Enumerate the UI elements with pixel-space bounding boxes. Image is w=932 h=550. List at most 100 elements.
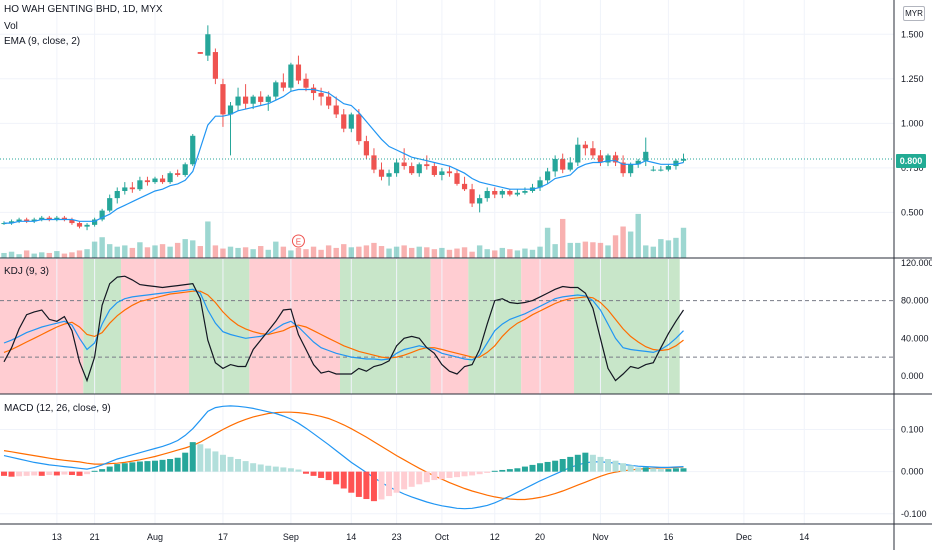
price-axis-label: 1.000 bbox=[901, 118, 924, 128]
volume-bar bbox=[69, 252, 75, 258]
macd-histogram-bar bbox=[174, 457, 181, 472]
macd-histogram-bar bbox=[552, 460, 559, 472]
kdj-axis-label: 80.000 bbox=[901, 296, 929, 306]
currency-button[interactable]: MYR bbox=[903, 6, 925, 21]
candle-body bbox=[386, 173, 392, 177]
macd-histogram-bar bbox=[23, 471, 30, 476]
time-axis-label: 14 bbox=[346, 532, 356, 542]
candle-body bbox=[46, 217, 52, 220]
macd-histogram-bar bbox=[635, 467, 642, 472]
macd-histogram-bar bbox=[272, 466, 279, 472]
candle-body bbox=[114, 191, 120, 199]
macd-histogram-bar bbox=[46, 471, 53, 476]
candle-body bbox=[212, 52, 218, 79]
volume-bar bbox=[627, 231, 634, 258]
ema-legend[interactable]: EMA (9, close, 2) bbox=[4, 36, 81, 47]
macd-histogram-bar bbox=[393, 471, 400, 493]
macd-histogram-bar bbox=[597, 456, 604, 472]
macd-histogram-bar bbox=[287, 468, 294, 472]
volume-bar bbox=[507, 249, 513, 258]
macd-histogram-bar bbox=[484, 471, 491, 473]
indicator-lines-layer bbox=[0, 88, 894, 510]
earnings-marker-label: E bbox=[296, 238, 301, 247]
volume-bar bbox=[212, 245, 219, 258]
volume-bar bbox=[393, 246, 400, 258]
volume-bar bbox=[605, 245, 611, 258]
macd-histogram-bar bbox=[76, 471, 83, 476]
volume-bar bbox=[439, 247, 445, 258]
macd-histogram-bar bbox=[152, 460, 158, 472]
candle-body bbox=[235, 96, 241, 106]
volume-bar bbox=[378, 246, 385, 258]
candle-body bbox=[409, 166, 415, 174]
time-axis-label: Oct bbox=[435, 532, 450, 542]
macd-histogram-bar bbox=[189, 442, 196, 472]
candle-body bbox=[250, 96, 256, 104]
time-axis-label: 17 bbox=[218, 532, 228, 542]
candle-body bbox=[446, 171, 453, 174]
candle-body bbox=[643, 151, 649, 161]
volume-bar bbox=[529, 249, 536, 258]
volume-bar bbox=[499, 247, 505, 258]
time-axis-label: 12 bbox=[490, 532, 500, 542]
volume-bar bbox=[484, 249, 490, 258]
candle-body bbox=[31, 219, 37, 222]
macd-histogram-bar bbox=[559, 459, 566, 472]
candle-body bbox=[122, 187, 128, 191]
volume-bar bbox=[650, 246, 656, 258]
candle-body bbox=[575, 144, 581, 163]
last-price-badge: 0.800 bbox=[896, 154, 926, 168]
volume-bar bbox=[680, 227, 687, 258]
volume-bar bbox=[552, 244, 558, 258]
candle-body bbox=[280, 82, 286, 88]
volume-bar bbox=[31, 253, 37, 258]
volume-bar bbox=[107, 244, 113, 258]
macd-histogram-bar bbox=[106, 466, 113, 472]
volume-bar bbox=[265, 249, 271, 258]
volume-bar bbox=[469, 251, 475, 258]
volume-bar bbox=[23, 250, 30, 258]
volume-bar bbox=[303, 249, 309, 258]
macd-histogram-bar bbox=[53, 471, 60, 476]
macd-histogram-bar bbox=[16, 471, 23, 477]
candle-body bbox=[537, 180, 543, 188]
volume-legend[interactable]: Vol bbox=[4, 21, 18, 32]
volume-bar bbox=[190, 240, 196, 258]
macd-histogram-bar bbox=[650, 468, 657, 472]
candle-body bbox=[265, 96, 271, 102]
volume-bar bbox=[341, 244, 347, 258]
volume-bar bbox=[258, 246, 264, 258]
candle-body bbox=[175, 173, 181, 175]
macd-histogram-bar bbox=[167, 459, 174, 472]
kdj-legend[interactable]: KDJ (9, 3) bbox=[4, 266, 50, 277]
candle-body bbox=[673, 160, 679, 167]
volume-bar bbox=[205, 221, 211, 258]
candle-body bbox=[499, 191, 505, 195]
candle-body bbox=[303, 78, 309, 88]
volume-bar bbox=[235, 247, 241, 258]
volume-bar bbox=[273, 241, 279, 258]
volume-bar bbox=[197, 246, 203, 258]
macd-histogram-bar bbox=[61, 471, 68, 475]
volume-bar bbox=[409, 247, 415, 258]
candle-body bbox=[92, 219, 98, 225]
macd-histogram-bar bbox=[363, 471, 370, 500]
volume-bar bbox=[643, 245, 649, 258]
candle-body bbox=[341, 114, 347, 129]
volume-bar bbox=[310, 246, 317, 258]
macd-histogram-bar bbox=[303, 471, 309, 474]
candle-body bbox=[129, 187, 135, 190]
candle-body bbox=[107, 198, 113, 211]
volume-bar bbox=[476, 245, 483, 258]
kdj-zone bbox=[188, 259, 250, 394]
time-axis-label: Nov bbox=[592, 532, 609, 542]
macd-histogram-bar bbox=[537, 463, 544, 472]
macd-line bbox=[3, 405, 684, 510]
candle-body bbox=[182, 164, 188, 175]
macd-legend[interactable]: MACD (12, 26, close, 9) bbox=[4, 403, 111, 414]
volume-bar bbox=[76, 250, 83, 258]
macd-histogram-bar bbox=[514, 468, 521, 472]
earnings-marker bbox=[291, 234, 305, 248]
volume-bar bbox=[144, 247, 151, 258]
